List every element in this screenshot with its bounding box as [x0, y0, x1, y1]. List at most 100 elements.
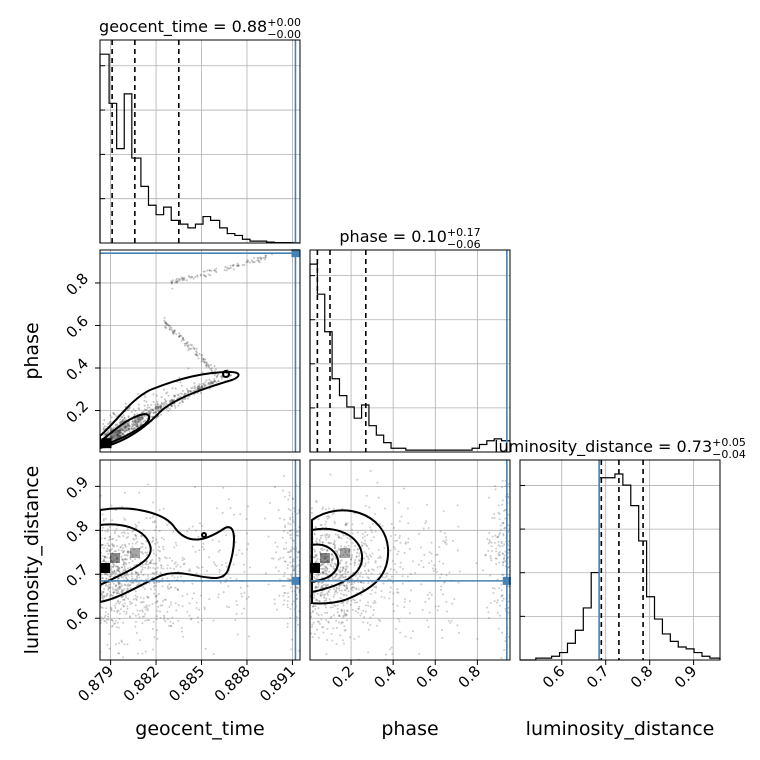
sample-point	[449, 621, 452, 624]
sample-point	[227, 267, 230, 270]
sample-point	[121, 603, 124, 606]
sample-point	[356, 551, 359, 554]
sample-point	[109, 435, 112, 438]
sample-point	[331, 559, 334, 562]
sample-point	[120, 595, 123, 598]
sample-point	[372, 569, 375, 572]
sample-point	[108, 633, 111, 636]
sample-point	[340, 621, 343, 624]
sample-point	[176, 564, 179, 567]
sample-point	[365, 572, 368, 575]
sample-point	[212, 381, 215, 384]
sample-point	[220, 563, 223, 566]
sample-point	[414, 571, 417, 574]
sample-point	[369, 526, 372, 529]
sample-point	[158, 550, 161, 553]
sample-point	[115, 570, 118, 573]
sample-point	[290, 550, 293, 553]
sample-point	[167, 324, 170, 327]
sample-point	[117, 600, 120, 603]
sample-point	[196, 354, 199, 357]
sample-point	[173, 394, 176, 397]
sample-point	[138, 408, 141, 411]
sample-point	[115, 626, 118, 629]
sample-point	[127, 424, 130, 427]
sample-point	[137, 521, 140, 524]
sample-point	[210, 369, 213, 372]
sample-point	[126, 584, 129, 587]
sample-point	[134, 594, 137, 597]
sample-point	[125, 425, 128, 428]
sample-point	[496, 599, 499, 602]
sample-point	[320, 534, 323, 537]
sample-point	[319, 551, 322, 554]
sample-point	[391, 560, 394, 563]
sample-point	[142, 420, 145, 423]
sample-point	[320, 563, 323, 566]
sample-point	[201, 371, 204, 374]
sample-point	[134, 571, 137, 574]
sample-point	[112, 591, 115, 594]
x-tick-label: 0.6	[539, 662, 569, 692]
sample-point	[169, 624, 172, 627]
sample-point	[111, 538, 114, 541]
sample-point	[119, 418, 122, 421]
sample-point	[142, 597, 145, 600]
sample-point	[168, 408, 171, 411]
sample-point	[159, 571, 162, 574]
sample-point	[330, 553, 333, 556]
sample-point	[164, 321, 167, 324]
sample-point	[500, 594, 503, 597]
sample-point	[314, 587, 317, 590]
sample-point	[229, 264, 232, 267]
sample-point	[157, 407, 160, 410]
sample-point	[344, 522, 347, 525]
sample-point	[314, 577, 317, 580]
sample-point	[145, 561, 148, 564]
sample-point	[362, 581, 365, 584]
sample-point	[157, 549, 160, 552]
sample-point	[336, 573, 339, 576]
sample-point	[113, 571, 116, 574]
sample-point	[173, 395, 176, 398]
sample-point	[339, 570, 342, 573]
sample-point	[126, 528, 129, 531]
sample-point	[322, 570, 325, 573]
sample-point	[141, 601, 144, 604]
sample-point	[282, 575, 285, 578]
sample-point	[214, 368, 217, 371]
sample-point	[138, 639, 141, 642]
sample-point	[199, 577, 202, 580]
sample-point	[111, 428, 114, 431]
sample-point	[189, 390, 192, 393]
sample-point	[116, 592, 119, 595]
sample-point	[364, 504, 367, 507]
sample-point	[498, 554, 501, 557]
sample-point	[493, 587, 496, 590]
sample-point	[409, 612, 412, 615]
sample-point	[127, 428, 130, 431]
sample-point	[504, 509, 507, 512]
sample-point	[198, 387, 201, 390]
sample-point	[156, 600, 159, 603]
sample-point	[370, 539, 373, 542]
sample-point	[116, 581, 119, 584]
sample-point	[353, 563, 356, 566]
sample-point	[356, 531, 359, 534]
sample-point	[334, 564, 337, 567]
sample-point	[180, 335, 183, 338]
sample-point	[444, 541, 447, 544]
sample-point	[153, 588, 156, 591]
sample-point	[165, 557, 168, 560]
sample-point	[445, 574, 448, 577]
sample-point	[314, 556, 317, 559]
sample-point	[146, 596, 149, 599]
sample-point	[143, 415, 146, 418]
sample-point	[246, 548, 249, 551]
sample-point	[103, 555, 106, 558]
sample-point	[109, 414, 112, 417]
sample-point	[369, 624, 372, 627]
sample-point	[321, 571, 324, 574]
sample-point	[318, 540, 321, 543]
sample-point	[350, 586, 353, 589]
